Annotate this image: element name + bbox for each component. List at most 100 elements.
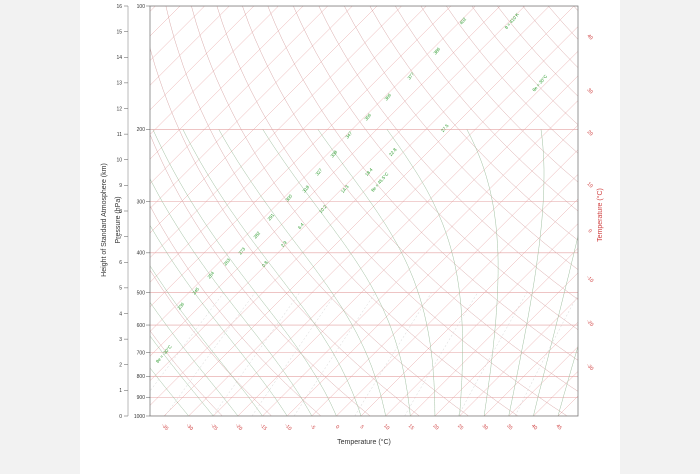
y-axis-title-pressure: Pressure (hPa) [115, 196, 122, 243]
moist-adiabat-line [150, 224, 288, 416]
isotherm-line [434, 272, 578, 416]
isotherm-line [163, 6, 575, 416]
moist-adiabat-line [317, 129, 436, 416]
dry-adiabat-line [369, 6, 578, 241]
height-tick-label: 8 [119, 209, 122, 215]
isotherm-line [508, 346, 578, 416]
height-tick-label: 5 [119, 286, 122, 292]
mixing-ratio-line [354, 292, 432, 416]
bottom-temperature-tick-label: 0 [334, 424, 340, 430]
isotherm-line [150, 6, 452, 308]
right-temperature-tick-label: 10 [586, 181, 594, 189]
bottom-temperature-tick-label: 30 [481, 423, 489, 431]
curve-label: 356 [364, 112, 373, 121]
pressure-tick-label: 1000 [134, 414, 145, 420]
height-tick-label: 15 [116, 29, 122, 35]
isotherm-line [336, 174, 578, 416]
moist-adiabat-line [152, 129, 337, 416]
pressure-tick-label: 700 [137, 350, 146, 356]
curve-label: 386 [433, 46, 442, 55]
isotherm-line [150, 6, 501, 357]
pressure-tick-label: 600 [137, 323, 146, 329]
plot-frame [149, 5, 579, 417]
height-tick-label: 11 [117, 132, 122, 138]
pressure-tick-label: 300 [137, 199, 146, 205]
curve-label: 6.4 [297, 222, 305, 230]
dry-adiabat-line [573, 6, 578, 12]
bottom-temperature-tick-label: 20 [431, 423, 439, 431]
dry-adiabat-line [625, 6, 700, 416]
height-tick-label: 7 [119, 234, 122, 240]
height-tick-label: 3 [119, 337, 122, 343]
isotherm-line [150, 6, 255, 111]
height-tick-label: 1 [119, 388, 122, 394]
height-tick-label: 0 [119, 414, 122, 420]
dry-adiabat-line [471, 6, 578, 126]
pressure-tick-label: 500 [137, 290, 146, 296]
height-tick-label: 13 [116, 81, 122, 87]
dry-adiabat-line [216, 6, 568, 416]
bottom-temperature-tick-label: 15 [407, 423, 415, 431]
isotherm-line [262, 100, 578, 416]
x-axis-title: Temperature (°C) [337, 438, 391, 446]
isotherm-line [459, 297, 578, 416]
mixing-ratio-line [457, 292, 527, 416]
bottom-temperature-tick-label: 35 [505, 423, 513, 431]
dry-adiabat-line [293, 6, 578, 331]
curve-label: 245 [192, 286, 201, 295]
moist-adiabat-line [557, 345, 578, 416]
curve-label: 282 [253, 230, 262, 239]
isotherm-line [150, 6, 279, 135]
curve-label: θe = 45.5°C [370, 171, 390, 193]
height-tick-label: 16 [116, 4, 122, 10]
dry-adiabat-line [599, 6, 700, 416]
curve-label: 18.4 [364, 167, 374, 177]
dry-adiabat-line [150, 330, 223, 416]
isotherm-line [150, 6, 156, 12]
dry-adiabat-line [344, 6, 578, 270]
isotherm-line [150, 6, 230, 86]
curve-label: 377 [407, 71, 416, 80]
dry-adiabat-line [267, 6, 578, 361]
mixing-ratio-line [514, 294, 578, 416]
curve-label: 347 [345, 130, 354, 139]
height-tick-label: 4 [119, 311, 122, 317]
isotherm-line [150, 6, 328, 185]
moist-adiabat-line [182, 129, 362, 416]
curve-label: 327 [315, 167, 324, 176]
bottom-temperature-tick-label: -15 [259, 423, 269, 433]
isotherm-line [188, 26, 578, 416]
curve-label: θ = 410 K [504, 12, 520, 30]
dry-adiabat-line [548, 6, 578, 40]
curve-label: 263 [223, 257, 232, 266]
bottom-temperature-tick-label: 5 [359, 424, 365, 430]
right-temperature-tick-label: 20 [586, 129, 594, 137]
mixing-ratio-line [251, 292, 337, 416]
dry-adiabat-line [150, 46, 420, 416]
isotherm-line [150, 6, 304, 160]
curve-label: 27.5 [440, 123, 450, 133]
isotherm-line [237, 75, 578, 416]
curve-label: 273 [238, 246, 247, 255]
curve-label: 0.8 [261, 260, 269, 268]
dry-adiabat-line [395, 6, 578, 212]
pressure-tick-label: 400 [137, 251, 146, 257]
height-tick-label: 14 [116, 55, 122, 61]
curve-label: θe = 30°C [531, 73, 548, 92]
curve-label: 10.2 [318, 204, 328, 214]
pressure-tick-label: 200 [137, 127, 146, 133]
curve-label: 254 [207, 270, 216, 279]
curve-label: 22.8 [388, 147, 398, 157]
pressure-axis: 100 200 300 400 500 600 700 800 900 1000 [134, 4, 150, 420]
pressure-tick-label: 100 [137, 4, 146, 10]
curve-label: 236 [177, 301, 186, 310]
bottom-temperature-tick-label: -25 [209, 423, 219, 433]
bottom-temperature-tick-label: -5 [309, 424, 317, 432]
isotherm-line [150, 6, 402, 258]
isotherm-line [150, 6, 353, 209]
bottom-temperature-tick-label: -20 [234, 423, 244, 433]
moist-adiabat-line [508, 129, 545, 416]
moist-adiabat-line [150, 178, 313, 416]
